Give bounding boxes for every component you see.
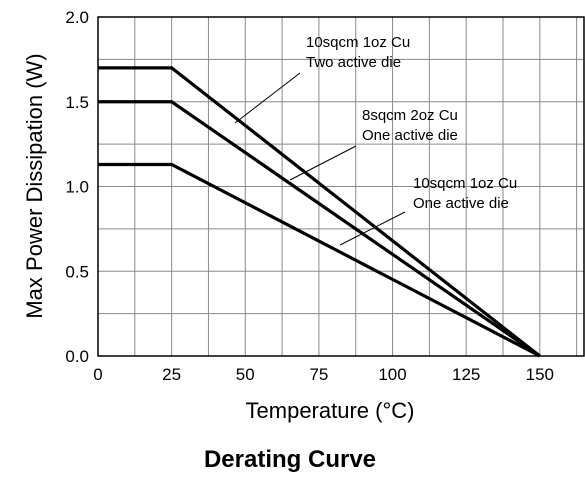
x-axis-label: Temperature (°C) <box>246 398 415 423</box>
y-tick-label: 2.0 <box>65 8 89 27</box>
plot-frame <box>97 16 585 357</box>
annotation-leader-lines <box>234 72 406 246</box>
chart-title: Derating Curve <box>204 446 376 473</box>
grid-lines <box>98 17 584 356</box>
series-line-1 <box>98 66 541 358</box>
y-tick-label: 1.0 <box>65 178 89 197</box>
tick-labels: 0 25 50 75 100 125 150 0.0 0.5 1.0 1.5 2.0 <box>65 8 554 384</box>
y-tick-label: 1.5 <box>65 93 89 112</box>
annotation-leader <box>339 211 406 246</box>
x-tick-label: 125 <box>452 365 480 384</box>
series-line-2 <box>98 100 541 358</box>
x-tick-label: 25 <box>162 365 181 384</box>
annotation-line-2: One active die <box>362 127 458 144</box>
x-tick-label: 150 <box>526 365 554 384</box>
annotation-line-1: 10sqcm 1oz Cu <box>413 175 517 192</box>
y-tick-label: 0.0 <box>65 347 89 366</box>
x-tick-label: 100 <box>378 365 406 384</box>
x-tick-label: 75 <box>309 365 328 384</box>
series-line-3 <box>98 162 541 358</box>
annotation-leader <box>234 72 301 124</box>
x-tick-label: 0 <box>93 365 102 384</box>
y-axis-label: Max Power Dissipation (W) <box>22 53 47 318</box>
annotations: 10sqcm 1oz Cu Two active die 8sqcm 2oz Cu O… <box>306 34 517 212</box>
annotation-leader <box>289 145 357 181</box>
x-tick-label: 50 <box>236 365 255 384</box>
annotation-line-2: Two active die <box>306 54 401 71</box>
y-tick-label: 0.5 <box>65 262 89 281</box>
series-lines <box>98 66 541 358</box>
annotation-line-2: One active die <box>413 195 509 212</box>
annotation-line-1: 8sqcm 2oz Cu <box>362 107 458 124</box>
annotation-line-1: 10sqcm 1oz Cu <box>306 34 410 51</box>
